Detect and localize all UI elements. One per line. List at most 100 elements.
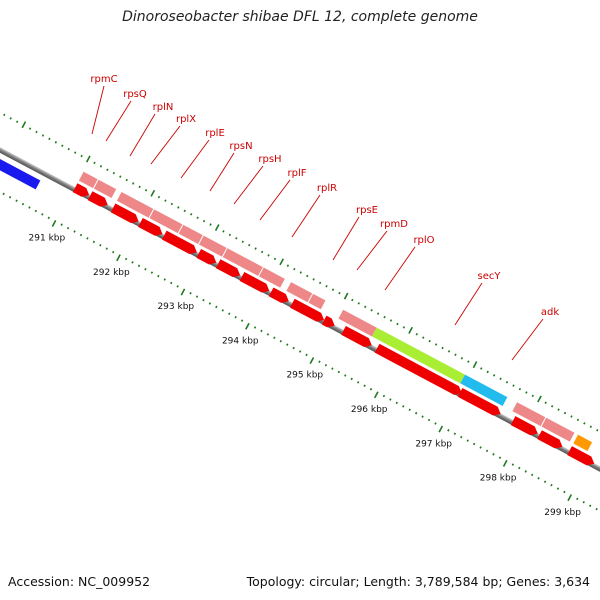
gene-arrow-10[interactable]	[289, 298, 326, 325]
outer-minor-tick	[209, 223, 212, 226]
outer-minor-tick	[3, 113, 6, 117]
gene-block-unlabeled-orange[interactable]	[573, 434, 593, 452]
inner-minor-tick	[66, 226, 70, 230]
outer-minor-tick	[492, 374, 496, 377]
inner-minor-tick	[221, 309, 224, 312]
outer-minor-tick	[202, 219, 206, 223]
inner-minor-tick	[305, 353, 308, 357]
gene-arrow-4[interactable]	[138, 217, 165, 239]
gene-label-rplX[interactable]: rplX	[176, 114, 196, 125]
inner-major-tick	[116, 254, 121, 262]
gene-arrow-17[interactable]	[567, 446, 596, 468]
gene-block-rplN[interactable]	[116, 191, 154, 218]
outer-minor-tick	[486, 370, 489, 374]
gene-block-rplE[interactable]	[178, 224, 203, 244]
gene-label-rpmD[interactable]: rpmD	[380, 219, 408, 230]
inner-minor-tick	[331, 367, 334, 370]
gene-label-rpsN[interactable]: rpsN	[229, 141, 252, 152]
inner-minor-tick	[228, 312, 231, 316]
inner-minor-tick	[286, 343, 289, 346]
gene-arrow-5[interactable]	[161, 230, 199, 257]
inner-minor-tick	[356, 381, 360, 384]
inner-minor-tick	[202, 298, 205, 302]
kbp-tick-label: 298 kbp	[480, 474, 517, 484]
gene-block-rpmC[interactable]	[78, 171, 98, 189]
outer-tick-row	[3, 113, 599, 432]
gene-block-adk[interactable]	[460, 374, 508, 406]
outer-minor-tick	[164, 199, 167, 202]
gene-block-rpsE[interactable]	[308, 293, 326, 310]
outer-minor-tick	[157, 195, 161, 199]
outer-minor-tick	[312, 278, 315, 281]
inner-minor-tick	[466, 439, 469, 442]
inner-minor-tick	[273, 336, 276, 340]
gene-label-rplO[interactable]: rplO	[413, 235, 434, 246]
gene-block-rplO[interactable]	[338, 309, 377, 337]
inner-minor-tick	[41, 213, 44, 216]
outer-minor-tick	[61, 144, 64, 148]
gene-arrow-16[interactable]	[537, 430, 565, 451]
inner-minor-tick	[369, 387, 373, 391]
outer-minor-tick	[480, 367, 483, 370]
gene-block-unlabeled-2[interactable]	[541, 417, 575, 442]
inner-minor-tick	[479, 446, 482, 449]
gene-label-rpsE[interactable]: rpsE	[356, 205, 378, 216]
gene-leader-line-rpmC	[91, 85, 105, 135]
gene-label-rpsQ[interactable]: rpsQ	[123, 89, 147, 100]
gene-label-rplN[interactable]: rplN	[153, 102, 174, 113]
gene-label-rplR[interactable]: rplR	[317, 183, 337, 194]
gene-arrow-13[interactable]	[374, 343, 464, 398]
gene-label-rpsH[interactable]: rpsH	[258, 154, 281, 165]
gene-features[interactable]	[0, 130, 600, 482]
outer-major-tick	[472, 361, 478, 369]
outer-minor-tick	[544, 401, 547, 405]
outer-minor-tick	[15, 120, 19, 124]
outer-minor-tick	[331, 288, 335, 291]
gene-label-adk[interactable]: adk	[541, 307, 559, 318]
inner-minor-tick	[163, 278, 166, 281]
gene-block-rpsH[interactable]	[222, 248, 263, 276]
gene-arrow-15[interactable]	[510, 416, 540, 438]
gene-arrow-11[interactable]	[321, 315, 337, 330]
kbp-tick-label: 292 kbp	[93, 268, 130, 278]
gene-block-rplF[interactable]	[258, 267, 285, 288]
gene-label-rplE[interactable]: rplE	[205, 128, 225, 139]
gene-arrow-8[interactable]	[239, 271, 272, 295]
gene-arrow-6[interactable]	[196, 248, 218, 267]
inner-minor-tick	[595, 507, 598, 511]
kbp-tick-labels: 291 kbp 292 kbp 293 kbp 294 kbp 295 kbp 296 k…	[29, 234, 582, 518]
genome-summary-label: Topology: circular; Length: 3,789,584 bp…	[246, 574, 590, 589]
gene-arrow-9[interactable]	[268, 287, 291, 305]
inner-major-tick	[567, 494, 573, 502]
gene-arrow-1[interactable]	[72, 183, 92, 199]
gene-arrow-7[interactable]	[215, 259, 243, 280]
gene-label-secY[interactable]: secY	[478, 271, 502, 282]
gene-block-secY[interactable]	[372, 327, 465, 384]
inner-minor-tick	[176, 285, 179, 288]
outer-minor-tick	[241, 240, 244, 243]
outer-minor-tick	[170, 202, 174, 206]
gene-arrow-14[interactable]	[457, 387, 503, 418]
gene-block-unlabeled-1[interactable]	[512, 402, 546, 427]
outer-minor-tick	[132, 182, 135, 185]
inner-minor-tick	[537, 477, 540, 480]
gene-feature-unlabeled-blue[interactable]	[0, 154, 41, 190]
outer-minor-tick	[306, 274, 309, 278]
gene-block-rplX[interactable]	[149, 209, 183, 234]
gene-arrow-3[interactable]	[110, 203, 141, 225]
inner-minor-tick	[498, 456, 502, 459]
outer-major-tick	[150, 189, 156, 197]
gene-block-rplR[interactable]	[286, 282, 313, 303]
inner-minor-tick	[124, 257, 128, 261]
gene-block-rpsQ[interactable]	[93, 179, 117, 198]
inner-minor-tick	[427, 418, 431, 422]
gene-arrow-2[interactable]	[87, 191, 110, 209]
outer-minor-tick	[228, 233, 232, 237]
accession-label: Accession: NC_009952	[8, 574, 151, 589]
gene-leader-line-rpsQ	[105, 100, 132, 142]
gene-block-rpsN[interactable]	[198, 235, 227, 257]
gene-label-rplF[interactable]: rplF	[288, 168, 307, 179]
gene-arrow-12[interactable]	[341, 325, 374, 350]
gene-label-rpmC[interactable]: rpmC	[90, 74, 117, 85]
